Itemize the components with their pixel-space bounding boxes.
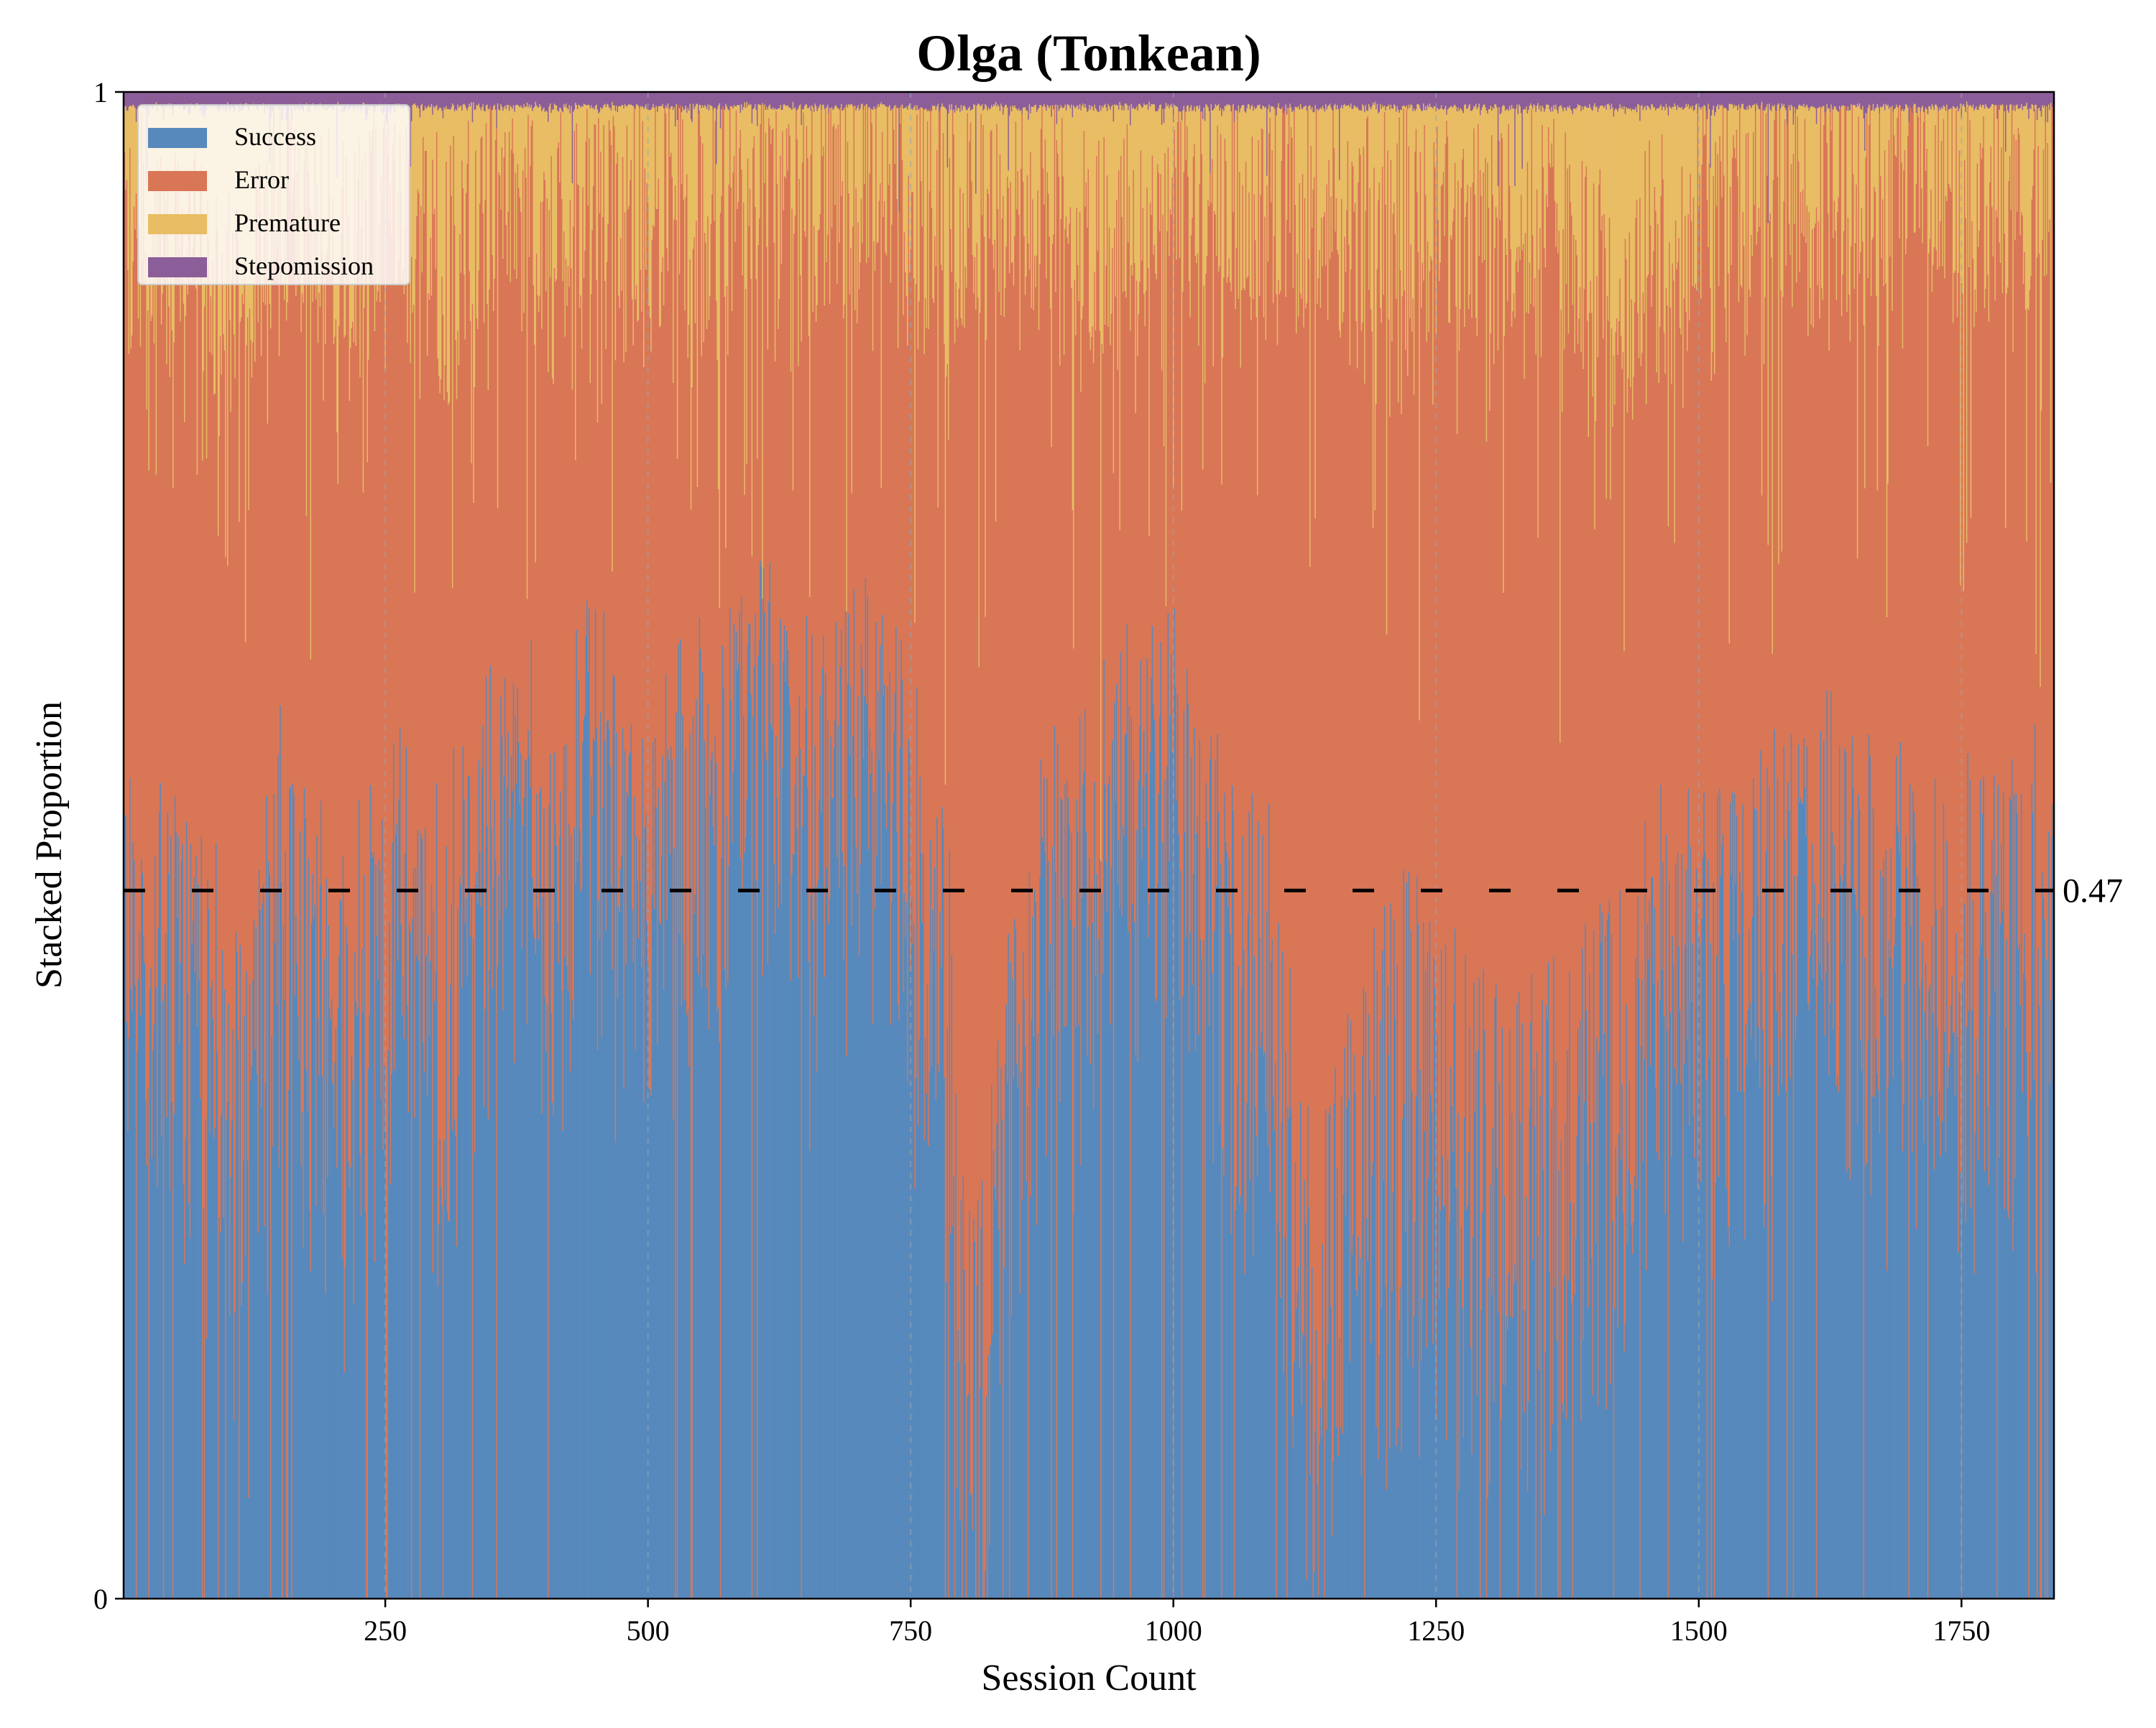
plot-area bbox=[124, 92, 2055, 1599]
chart-title: Olga (Tonkean) bbox=[916, 24, 1261, 82]
